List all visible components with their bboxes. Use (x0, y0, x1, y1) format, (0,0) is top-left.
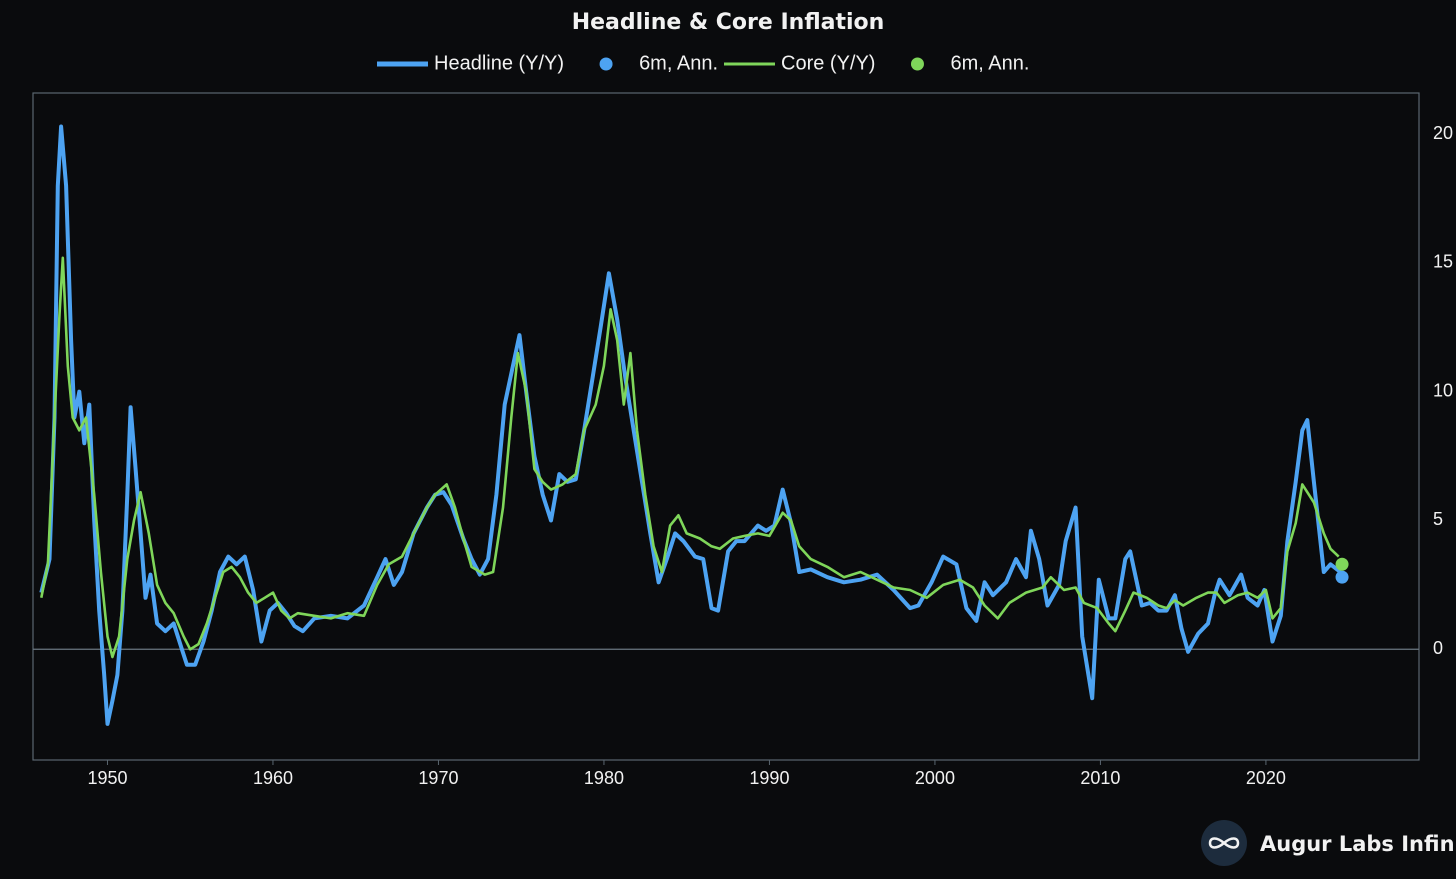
x-tick-label: 1990 (749, 768, 789, 788)
series-dot (1335, 570, 1349, 584)
x-tick-label: 1980 (584, 768, 624, 788)
y-tick-label: 15 (1433, 252, 1453, 272)
y-tick-label: 20 (1433, 123, 1453, 143)
x-tick-label: 1950 (87, 768, 127, 788)
chart-title: Headline & Core Inflation (572, 10, 885, 35)
series-dot (1335, 557, 1349, 571)
series-line (40, 256, 1340, 659)
legend-label: Core (Y/Y) (781, 52, 875, 74)
x-tick-label: 1960 (253, 768, 293, 788)
legend-swatch (599, 57, 613, 71)
series-line (39, 124, 1342, 726)
x-tick-label: 2010 (1080, 768, 1120, 788)
x-tick-label: 2020 (1246, 768, 1286, 788)
x-tick-label: 1970 (418, 768, 458, 788)
legend-label: 6m, Ann. (950, 52, 1029, 74)
legend-label: Headline (Y/Y) (434, 52, 564, 74)
logo (1201, 820, 1247, 866)
legend-label: 6m, Ann. (639, 52, 718, 74)
watermark: Augur Labs Infinity (1260, 832, 1456, 856)
legend-swatch (910, 57, 924, 71)
y-tick-label: 10 (1433, 380, 1453, 400)
x-tick-label: 2000 (915, 768, 955, 788)
plot-frame (32, 92, 1420, 761)
y-tick-label: 5 (1433, 509, 1443, 529)
y-tick-label: 0 (1433, 638, 1443, 658)
